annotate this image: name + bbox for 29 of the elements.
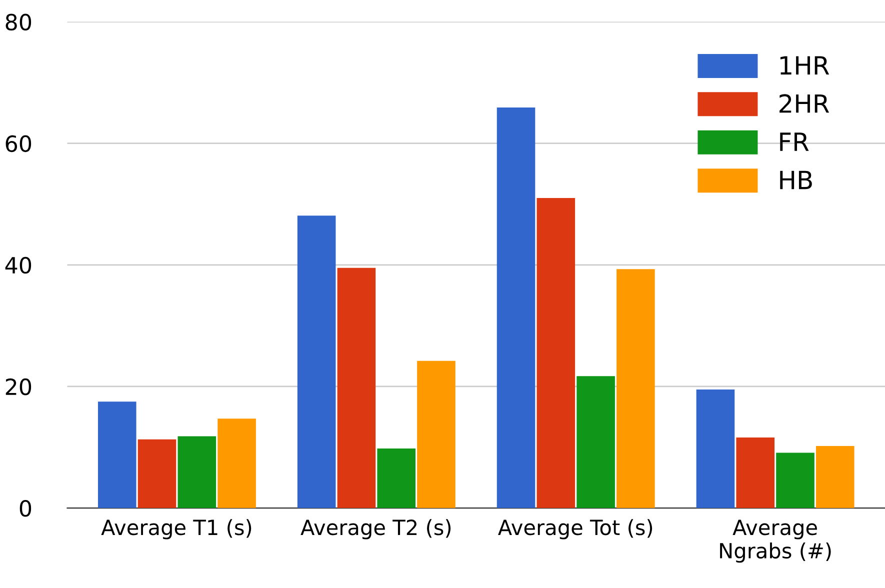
- bar: [178, 436, 216, 508]
- legend-label: 1HR: [780, 56, 830, 74]
- bar: [576, 376, 615, 508]
- bar: [776, 452, 814, 508]
- x-tick-label: Average T1 (s): [101, 519, 252, 540]
- bar: [616, 269, 655, 508]
- y-tick-label: 60: [6, 135, 32, 152]
- bar: [417, 360, 456, 508]
- bar: [736, 438, 775, 508]
- bar: [816, 446, 854, 508]
- y-tick-label: 20: [6, 378, 32, 396]
- legend-label: HB: [780, 170, 812, 190]
- bar: [696, 390, 735, 508]
- legend-label: FR: [780, 132, 809, 151]
- x-tick-label: Average Ngrabs (#): [720, 520, 831, 563]
- bar: [337, 268, 376, 508]
- y-tick-label: 80: [6, 14, 32, 31]
- x-tick-label: Average T2 (s): [300, 519, 451, 540]
- bar: [98, 402, 136, 508]
- x-tick-label: Average Tot (s): [498, 519, 652, 540]
- bar: [297, 216, 336, 508]
- bar: [218, 418, 256, 508]
- y-tick-label: 40: [5, 256, 32, 274]
- bar: [377, 448, 416, 508]
- y-tick-label: 0: [20, 500, 32, 517]
- legend-label: 2HR: [780, 94, 830, 113]
- bar: [496, 107, 536, 508]
- bar: [536, 198, 576, 508]
- bar: [138, 439, 176, 508]
